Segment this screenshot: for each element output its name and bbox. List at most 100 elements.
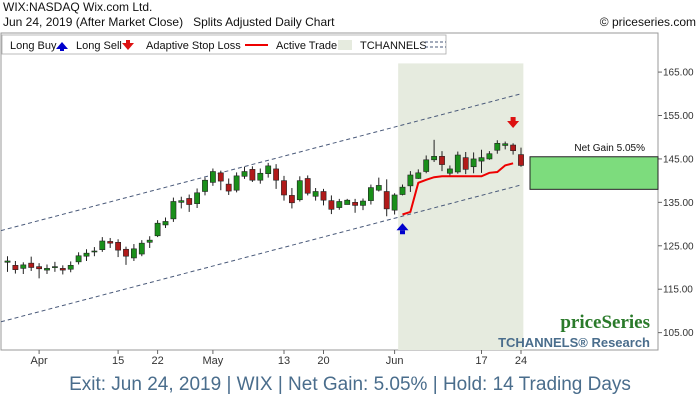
candle xyxy=(486,151,493,160)
candle-body xyxy=(91,250,98,253)
candle xyxy=(510,143,516,155)
candle-body xyxy=(399,186,406,195)
candle xyxy=(462,151,469,175)
candle-body xyxy=(115,242,121,251)
candle-body xyxy=(210,171,216,183)
candle-body xyxy=(367,187,374,201)
candle-body xyxy=(470,158,477,168)
candle-body xyxy=(233,175,240,191)
candle xyxy=(439,151,445,172)
candle-body xyxy=(67,265,74,270)
candle-body xyxy=(44,268,50,271)
candle xyxy=(494,140,501,154)
candle xyxy=(186,194,193,212)
long-buy-arrow-stem xyxy=(400,230,405,235)
candle xyxy=(138,240,145,257)
candle xyxy=(502,141,509,150)
candle-body xyxy=(478,157,485,162)
candle xyxy=(233,172,240,193)
candlestick-chart: 165.00 155.00 145.00 135.00 125.00 115.00 105.… xyxy=(0,32,694,367)
legend-sell-arrow-stem xyxy=(126,40,130,43)
candle xyxy=(51,261,58,272)
candle-body xyxy=(36,266,42,270)
x-tick-label: May xyxy=(203,355,224,367)
candle xyxy=(202,177,208,196)
candle xyxy=(4,256,11,272)
y-tick-label: 135.00 xyxy=(663,198,694,209)
legend-active-trade: Active Trade xyxy=(276,40,337,52)
candle xyxy=(115,239,121,258)
candle xyxy=(415,169,422,179)
candle xyxy=(399,184,406,196)
candle-body xyxy=(194,192,200,204)
candle xyxy=(454,151,461,174)
candle-body xyxy=(336,201,343,208)
legend-tchannels: TCHANNELS xyxy=(360,40,427,52)
x-tick-label: 20 xyxy=(317,355,329,367)
candle xyxy=(225,178,232,195)
copyright: © priceseries.com xyxy=(599,15,696,29)
candle xyxy=(446,165,453,177)
candle-body xyxy=(154,222,161,237)
candle-body xyxy=(265,165,272,174)
x-tick-label: Jun xyxy=(386,355,404,367)
x-tick-label: 15 xyxy=(112,355,124,367)
candle xyxy=(288,188,295,209)
channel-upper-line xyxy=(0,93,522,232)
candle xyxy=(470,152,477,174)
candle-body xyxy=(178,200,185,203)
legend-long-sell: Long Sell xyxy=(76,40,122,52)
candle xyxy=(162,217,169,228)
candle-body xyxy=(59,268,66,271)
candle xyxy=(36,263,42,279)
candle-body xyxy=(407,174,414,187)
candle-body xyxy=(360,200,366,206)
candle-body xyxy=(296,180,303,201)
candle xyxy=(59,265,66,275)
candle-body xyxy=(510,144,516,151)
candle-body xyxy=(320,191,327,201)
active-trade-region xyxy=(398,63,524,351)
candle xyxy=(131,244,137,261)
candle xyxy=(99,237,106,252)
candle-body xyxy=(375,185,382,191)
candle-body xyxy=(170,201,177,220)
long-buy-arrow xyxy=(396,223,409,231)
candle-body xyxy=(439,156,445,165)
candle xyxy=(312,188,319,201)
candle xyxy=(391,193,398,215)
candle-body xyxy=(446,168,453,174)
candle-body xyxy=(391,194,398,211)
y-tick-label: 125.00 xyxy=(663,241,694,252)
candle-body xyxy=(146,239,153,243)
candle xyxy=(344,198,351,205)
candle xyxy=(249,166,256,182)
x-tick-label: 22 xyxy=(151,355,163,367)
candle xyxy=(210,168,216,186)
candle-body xyxy=(288,195,295,204)
candle-body xyxy=(249,169,256,181)
candle-body xyxy=(241,171,248,177)
candle-body xyxy=(454,154,461,173)
candle-body xyxy=(107,241,114,244)
candle xyxy=(431,139,437,162)
y-tick-label: 145.00 xyxy=(663,154,694,165)
candle xyxy=(352,198,358,213)
candle xyxy=(336,198,343,210)
candle xyxy=(178,196,185,209)
candle-body xyxy=(415,172,422,179)
trade-summary-footer: Exit: Jun 24, 2019 | WIX | Net Gain: 5.0… xyxy=(0,371,700,400)
candle xyxy=(170,197,177,222)
candle xyxy=(75,252,82,265)
candle-body xyxy=(312,191,319,197)
candle xyxy=(146,236,153,248)
candle-body xyxy=(225,183,232,192)
candle-body xyxy=(217,172,224,182)
candle-body xyxy=(186,198,193,205)
candle-body xyxy=(383,191,390,210)
x-tick-label: 17 xyxy=(475,355,487,367)
candle-body xyxy=(518,154,524,166)
legend-long-buy: Long Buy xyxy=(10,40,57,52)
x-tick-label: 13 xyxy=(278,355,290,367)
candle xyxy=(194,188,200,209)
